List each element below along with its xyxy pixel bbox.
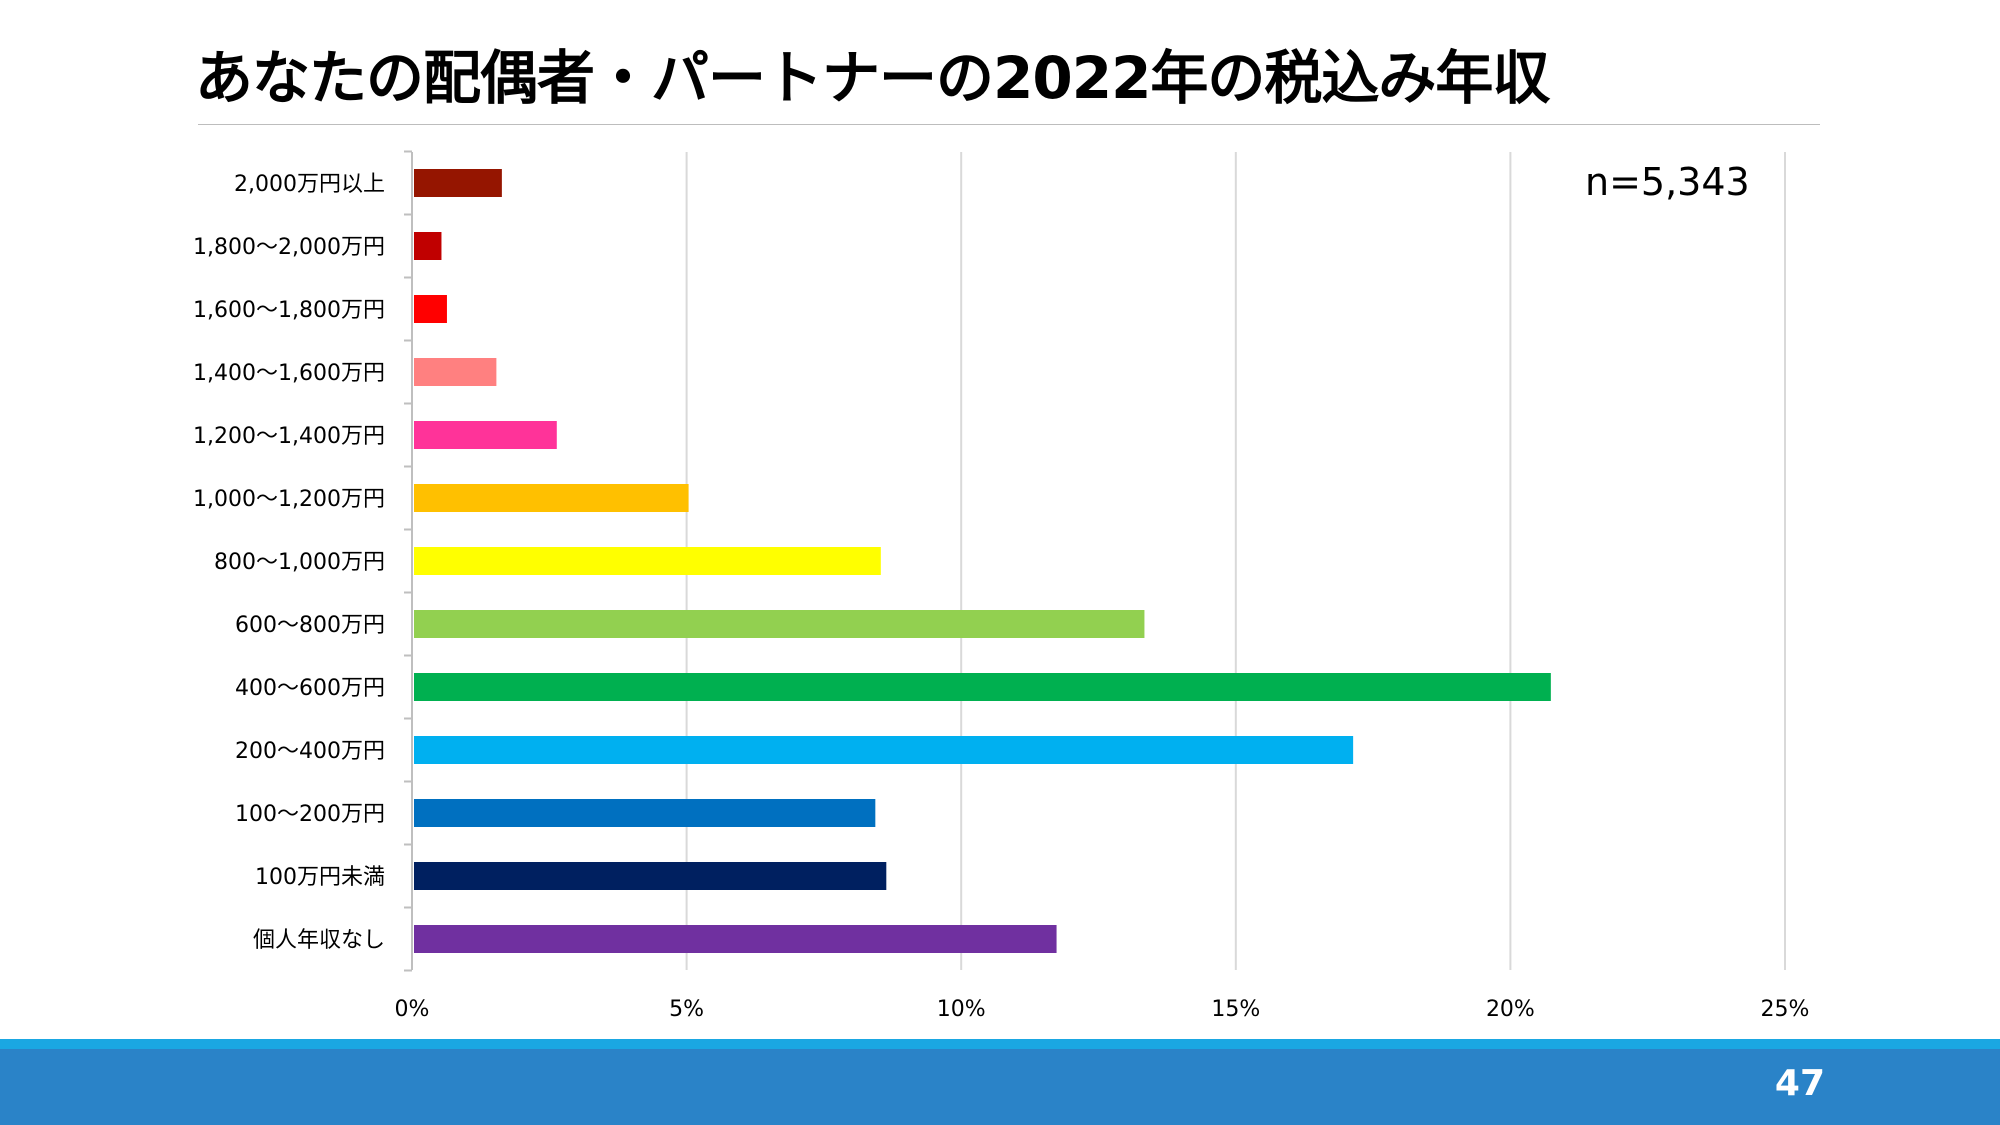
category-label: 1,200～1,400万円 xyxy=(193,424,385,449)
category-label: 1,000～1,200万円 xyxy=(193,487,385,512)
bar xyxy=(414,421,557,449)
x-tick-label: 15% xyxy=(1211,997,1260,1022)
category-label: 800～1,000万円 xyxy=(214,550,385,575)
bar xyxy=(414,862,887,890)
x-tick-label: 10% xyxy=(937,997,986,1022)
bar xyxy=(414,925,1057,953)
category-label: 400～600万円 xyxy=(235,676,385,701)
bar xyxy=(414,736,1354,764)
category-label: 600～800万円 xyxy=(235,613,385,638)
category-label: 1,800～2,000万円 xyxy=(193,235,385,260)
sample-size-label: n=5,343 xyxy=(1585,160,1750,204)
category-label: 200～400万円 xyxy=(235,739,385,764)
footer-accent-line xyxy=(0,1039,2000,1049)
income-bar-chart: 0% 5% 10% 15% 20% 25% 2,000万円以上 1,800～2,000万円 1,… xyxy=(193,150,1810,1022)
category-label: 100～200万円 xyxy=(235,802,385,827)
x-tick-label: 0% xyxy=(395,997,430,1022)
bar xyxy=(414,673,1551,701)
category-label: 2,000万円以上 xyxy=(234,172,385,197)
bar xyxy=(414,232,442,260)
bar xyxy=(414,169,502,197)
page-number: 47 xyxy=(1774,1063,1825,1104)
bar xyxy=(414,547,881,575)
bar xyxy=(414,484,689,512)
x-tick-label: 25% xyxy=(1761,997,1810,1022)
bar xyxy=(414,295,447,323)
bar xyxy=(414,358,497,386)
footer-bar: 47 xyxy=(0,1049,2000,1125)
category-label: 1,400～1,600万円 xyxy=(193,361,385,386)
category-label: 1,600～1,800万円 xyxy=(193,298,385,323)
bar xyxy=(414,610,1145,638)
category-label: 100万円未満 xyxy=(255,865,385,890)
x-tick-label: 20% xyxy=(1486,997,1535,1022)
bar xyxy=(414,799,876,827)
x-tick-label: 5% xyxy=(669,997,704,1022)
title-divider xyxy=(198,124,1820,125)
category-label: 個人年収なし xyxy=(253,928,385,953)
slide-title: あなたの配偶者・パートナーの2022年の税込み年収 xyxy=(195,44,1550,112)
